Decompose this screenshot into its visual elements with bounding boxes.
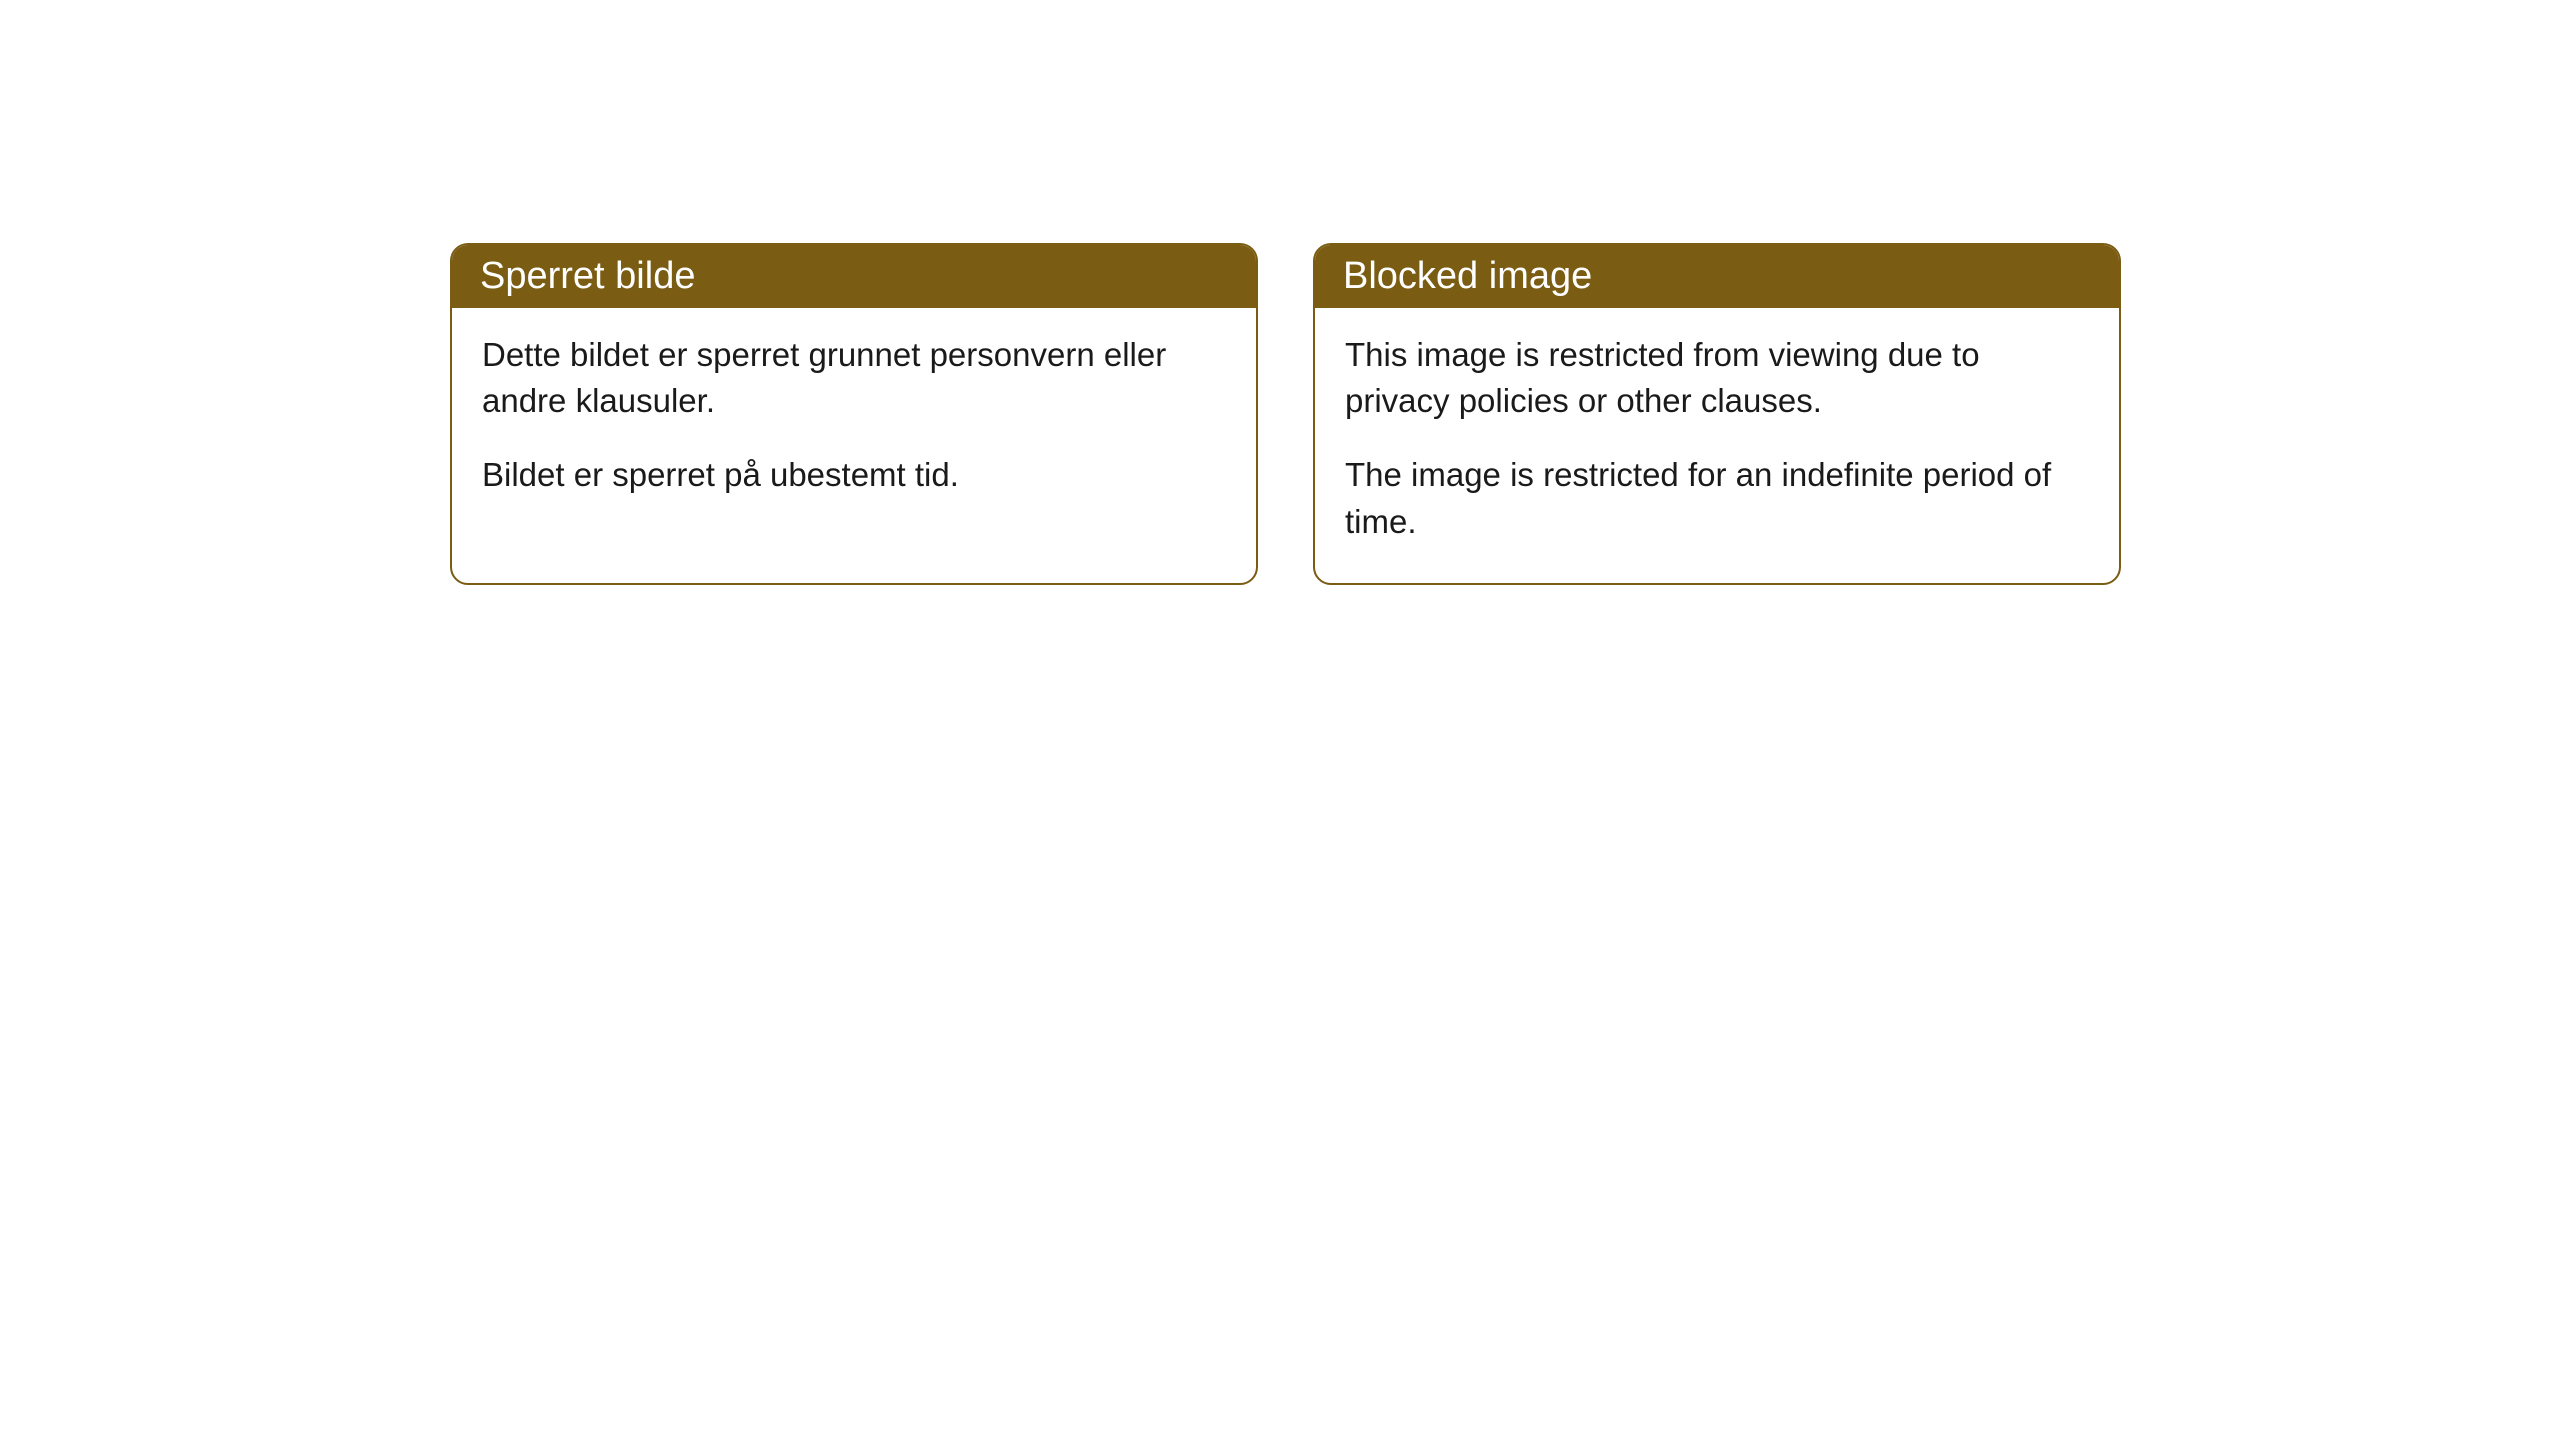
card-paragraph: This image is restricted from viewing du… xyxy=(1345,332,2089,424)
card-header-english: Blocked image xyxy=(1315,245,2119,308)
card-paragraph: Dette bildet er sperret grunnet personve… xyxy=(482,332,1226,424)
card-header-norwegian: Sperret bilde xyxy=(452,245,1256,308)
card-paragraph: The image is restricted for an indefinit… xyxy=(1345,452,2089,544)
card-body-norwegian: Dette bildet er sperret grunnet personve… xyxy=(452,308,1256,537)
card-body-english: This image is restricted from viewing du… xyxy=(1315,308,2119,583)
notice-cards-container: Sperret bilde Dette bildet er sperret gr… xyxy=(450,243,2121,585)
card-title: Blocked image xyxy=(1343,255,1592,297)
card-title: Sperret bilde xyxy=(480,255,695,297)
notice-card-norwegian: Sperret bilde Dette bildet er sperret gr… xyxy=(450,243,1258,585)
notice-card-english: Blocked image This image is restricted f… xyxy=(1313,243,2121,585)
card-paragraph: Bildet er sperret på ubestemt tid. xyxy=(482,452,1226,498)
